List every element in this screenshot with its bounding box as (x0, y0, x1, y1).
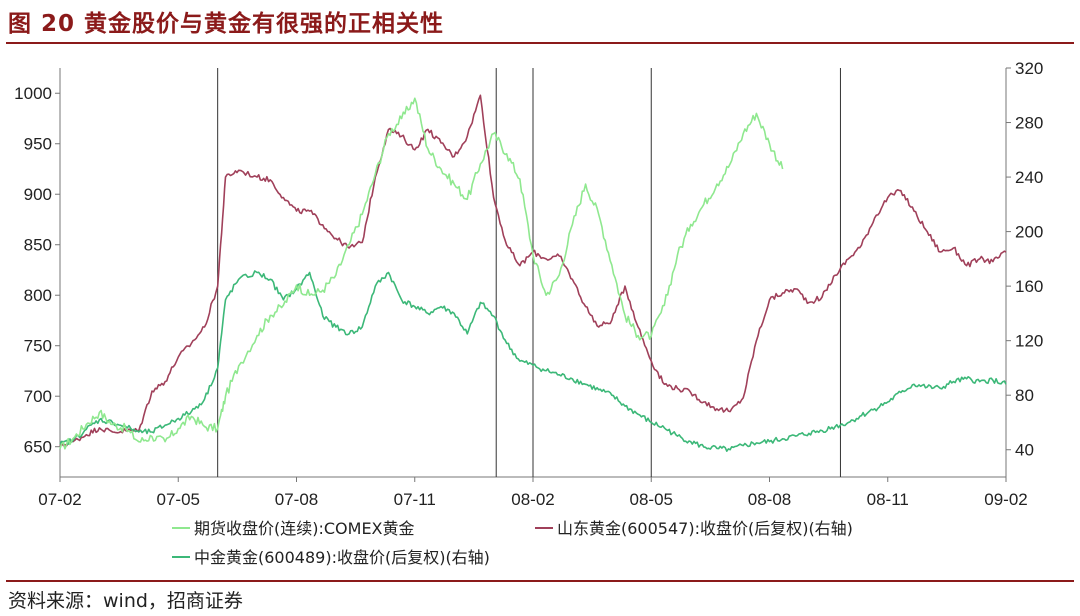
title-rule (6, 42, 1074, 44)
left-tick-label: 900 (24, 185, 52, 204)
x-tick-label: 07-05 (157, 490, 200, 509)
right-tick-label: 80 (1015, 386, 1034, 405)
right-tick-label: 120 (1015, 332, 1043, 351)
right-tick-label: 160 (1015, 277, 1043, 296)
x-tick-label: 08-08 (748, 490, 791, 509)
x-tick-label: 08-05 (630, 490, 673, 509)
x-tick-label: 08-02 (511, 490, 554, 509)
left-tick-label: 800 (24, 286, 52, 305)
page-title: 图 20 黄金股价与黄金有很强的正相关性 (8, 11, 445, 37)
line-chart: 650 700 750 800 850 900 950 1000 40 80 120 160 200 24… (14, 59, 1043, 567)
x-tick-label: 09-02 (984, 490, 1027, 509)
legend-label-1: 山东黄金(600547):收盘价(后复权)(右轴) (557, 519, 853, 538)
left-tick-label: 1000 (14, 84, 52, 103)
x-tick-label: 08-11 (867, 490, 909, 509)
right-tick-label: 280 (1015, 114, 1043, 133)
x-tick-label: 07-11 (394, 490, 436, 509)
x-tick-label: 07-02 (38, 490, 81, 509)
series-lines (59, 94, 1007, 452)
left-tick-label: 950 (24, 135, 52, 154)
left-tick-label: 650 (24, 438, 52, 457)
x-tick-label: 07-08 (275, 490, 318, 509)
series-line-2 (59, 270, 1007, 452)
left-tick-label: 700 (24, 387, 52, 406)
left-tick-label: 750 (24, 337, 52, 356)
right-tick-label: 240 (1015, 168, 1043, 187)
source-rule (6, 580, 1074, 582)
legend: 期货收盘价(连续):COMEX黄金 山东黄金(600547):收盘价(后复权)(右… (172, 519, 853, 567)
series-line-0 (59, 97, 784, 450)
right-tick-label: 40 (1015, 441, 1034, 460)
right-tick-label: 320 (1015, 59, 1043, 78)
legend-label-0: 期货收盘价(连续):COMEX黄金 (194, 519, 415, 538)
right-tick-label: 200 (1015, 223, 1043, 242)
legend-label-2: 中金黄金(600489):收盘价(后复权)(右轴) (194, 548, 490, 567)
axes: 650 700 750 800 850 900 950 1000 40 80 120 160 200 24… (14, 59, 1043, 509)
left-tick-label: 850 (24, 236, 52, 255)
source-note: 资料来源：wind，招商证券 (8, 590, 243, 612)
